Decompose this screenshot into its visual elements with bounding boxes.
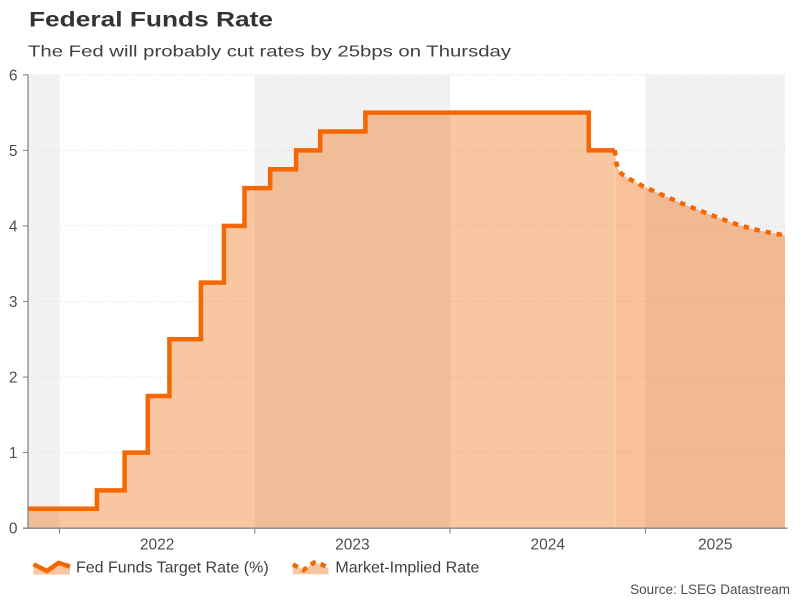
svg-text:Market-Implied Rate: Market-Implied Rate — [335, 560, 479, 577]
svg-text:Source: LSEG Datastream: Source: LSEG Datastream — [630, 582, 790, 597]
svg-text:5: 5 — [9, 143, 18, 160]
svg-text:1: 1 — [9, 445, 18, 462]
svg-text:The Fed will probably cut rate: The Fed will probably cut rates by 25bps… — [28, 44, 511, 61]
svg-text:6: 6 — [9, 67, 18, 84]
svg-text:4: 4 — [9, 219, 18, 236]
svg-text:Fed Funds Target Rate (%): Fed Funds Target Rate (%) — [76, 560, 269, 577]
svg-text:3: 3 — [9, 294, 18, 311]
svg-text:Federal Funds Rate: Federal Funds Rate — [29, 8, 273, 32]
svg-text:0: 0 — [9, 521, 18, 538]
svg-text:2025: 2025 — [698, 536, 732, 553]
svg-text:2024: 2024 — [531, 536, 566, 553]
svg-text:2022: 2022 — [140, 536, 174, 553]
svg-text:2023: 2023 — [335, 536, 369, 553]
svg-text:2: 2 — [9, 370, 18, 387]
